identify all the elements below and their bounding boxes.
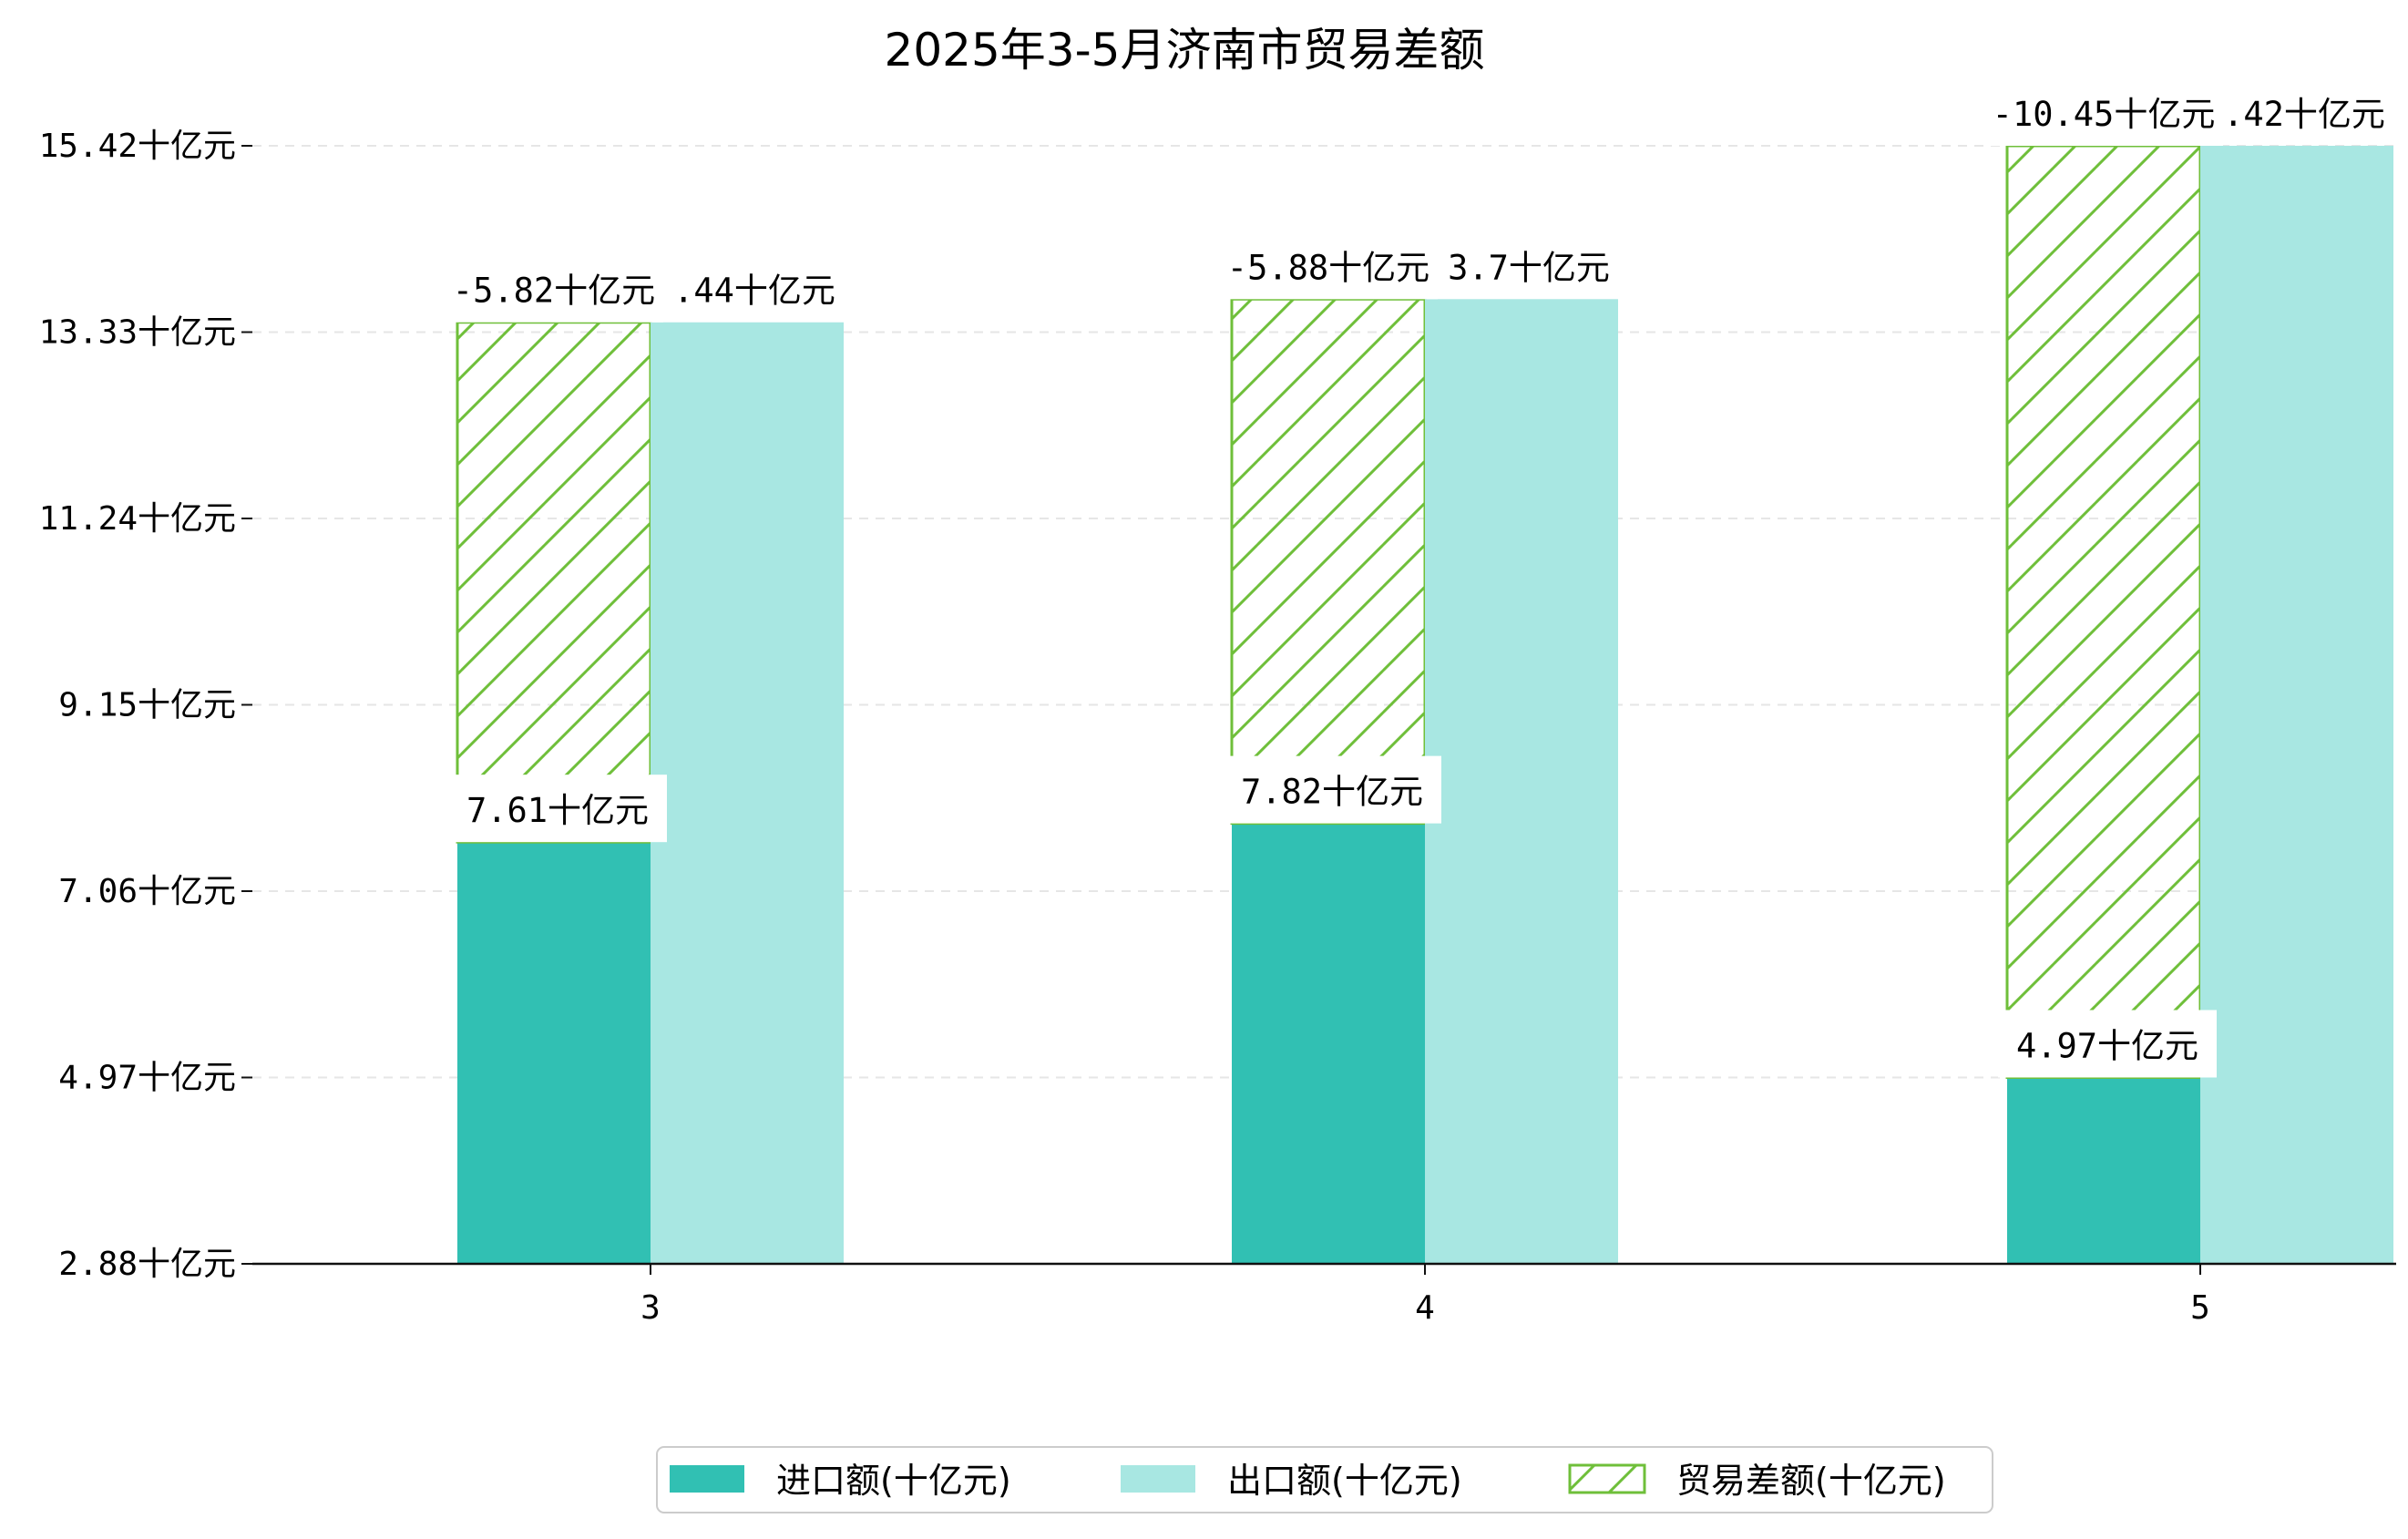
legend-swatch xyxy=(670,1465,744,1493)
x-tick-label: 4 xyxy=(1415,1289,1435,1327)
bar-trade-balance xyxy=(2005,144,2202,1079)
export-value-label: 3.7十亿元 xyxy=(1448,248,1610,287)
legend-box xyxy=(656,1446,1993,1513)
export-value-label: .44十亿元 xyxy=(673,272,835,311)
trade-balance-label-box xyxy=(1984,78,2223,146)
axes: 2.88十亿元 4.97十亿元 7.06十亿元 9.15十亿元 11.24十亿元 13.3… xyxy=(39,128,2396,1327)
export-value-label: .42十亿元 xyxy=(2223,95,2385,134)
import-label-box xyxy=(1223,755,1441,824)
chart-title: 2025年3-5月济南市贸易差额 xyxy=(885,24,1485,77)
legend-swatch xyxy=(1568,1463,1646,1494)
bar-export xyxy=(1425,299,1618,1265)
y-tick-label: 4.97十亿元 xyxy=(58,1060,236,1097)
y-tick-label: 11.24十亿元 xyxy=(39,500,236,538)
legend-label: 出口额(十亿元) xyxy=(1227,1461,1462,1501)
import-value-label: 7.82十亿元 xyxy=(1241,773,1423,812)
y-tick-label: 15.42十亿元 xyxy=(39,128,236,165)
data-labels: .44十亿元 -5.82十亿元 7.61十亿元 3.7十亿元 -5.88十亿元 7.82十… xyxy=(445,78,2385,1078)
bar-export xyxy=(651,322,844,1265)
import-label-box xyxy=(1998,1010,2217,1078)
bar-trade-balance xyxy=(456,321,652,844)
bar-export xyxy=(2200,146,2393,1264)
x-tick-label: 5 xyxy=(2190,1289,2210,1327)
bar-import xyxy=(2007,1077,2200,1264)
trade-balance-value-label: -5.82十亿元 xyxy=(453,272,655,311)
import-value-label: 4.97十亿元 xyxy=(2016,1027,2198,1066)
bar-import xyxy=(1232,823,1425,1264)
trade-balance-label-box xyxy=(445,254,663,323)
import-value-label: 7.61十亿元 xyxy=(466,791,649,830)
trade-balance-label-box xyxy=(1219,231,1438,300)
bar-import xyxy=(457,842,651,1264)
y-tick-label: 9.15十亿元 xyxy=(58,687,236,724)
legend: 进口额(十亿元) 出口额(十亿元) 贸易差额(十亿元) xyxy=(656,1446,1993,1513)
trade-balance-value-label: -10.45十亿元 xyxy=(1993,95,2216,134)
legend-label: 贸易差额(十亿元) xyxy=(1676,1461,1946,1501)
bars xyxy=(456,144,2393,1265)
import-label-box xyxy=(448,775,667,843)
y-tick-label: 7.06十亿元 xyxy=(58,873,236,910)
x-tick-label: 3 xyxy=(640,1289,661,1327)
legend-label: 进口额(十亿元) xyxy=(776,1461,1011,1501)
trade-balance-value-label: -5.88十亿元 xyxy=(1227,248,1429,287)
legend-swatch xyxy=(1121,1465,1195,1493)
bar-trade-balance xyxy=(1230,297,1427,826)
y-tick-label: 2.88十亿元 xyxy=(58,1246,236,1283)
y-tick-label: 13.33十亿元 xyxy=(39,314,236,352)
